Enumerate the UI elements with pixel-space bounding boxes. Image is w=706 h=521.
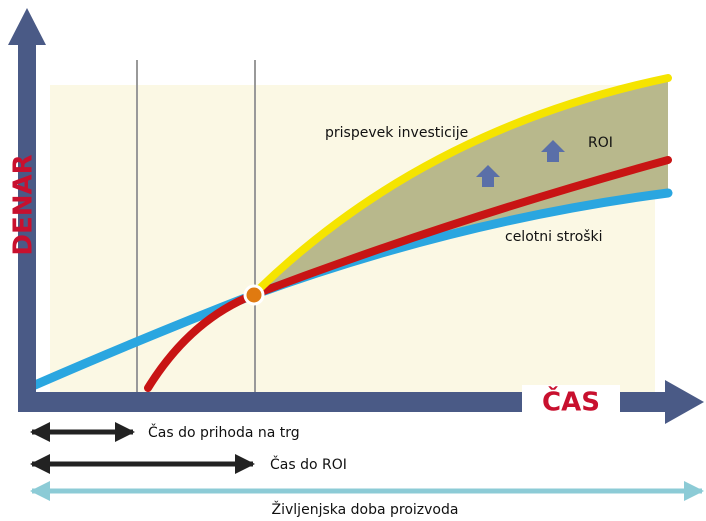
break-even-point (243, 284, 265, 306)
x-axis-label: ČAS (542, 386, 600, 418)
revenue-curve (144, 156, 672, 392)
roi-area (253, 78, 668, 295)
curve-label: ROI (588, 135, 613, 151)
timeline-label: Življenjska doba proizvoda (272, 500, 459, 518)
curve-label: prispevek investicije (325, 125, 468, 141)
y-axis (8, 8, 46, 400)
x-label-bg (522, 385, 620, 419)
investment-curve (249, 74, 672, 299)
x-axis (18, 380, 704, 424)
up-arrow (541, 140, 565, 162)
y-axis-label: DENAR (9, 154, 39, 255)
timeline-label: Čas do ROI (270, 455, 347, 473)
up-arrow (476, 165, 500, 187)
timeline-label: Čas do prihoda na trg (148, 423, 300, 441)
curve-label: celotni stroški (505, 229, 603, 245)
